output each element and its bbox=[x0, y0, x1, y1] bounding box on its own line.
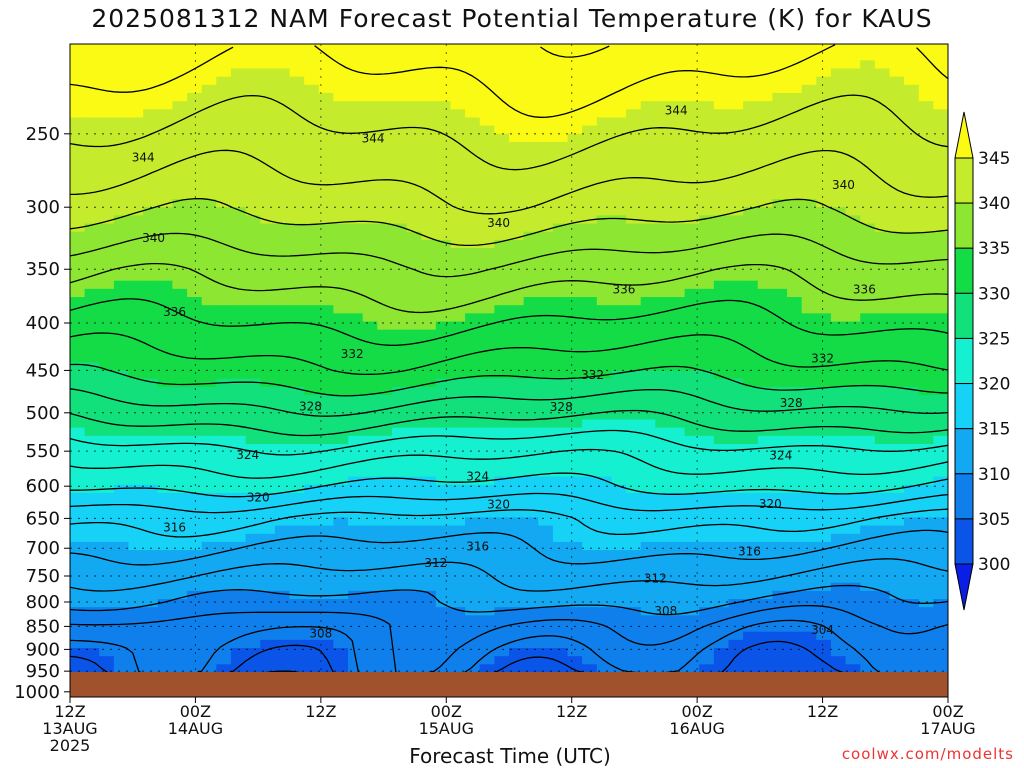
contour-label: 324 bbox=[236, 448, 259, 462]
y-tick-label: 1000 bbox=[14, 682, 60, 703]
y-tick-label: 450 bbox=[26, 360, 60, 381]
x-tick-label: 12Z bbox=[305, 702, 336, 721]
x-tick-label: 00Z bbox=[681, 702, 712, 721]
colorbar-top-triangle bbox=[954, 111, 974, 159]
potential-temperature-fill bbox=[70, 44, 948, 697]
contour-label: 312 bbox=[644, 572, 667, 586]
contour-label: 332 bbox=[581, 368, 604, 382]
y-tick-label: 400 bbox=[26, 313, 60, 334]
y-tick-label: 850 bbox=[26, 616, 60, 637]
ground-below-surface bbox=[70, 672, 948, 697]
y-tick-label: 250 bbox=[26, 124, 60, 145]
colorbar-box bbox=[954, 518, 974, 565]
contour-label: 344 bbox=[665, 104, 688, 118]
contour-labels: 344 344 344 340 340 340 336 336 336 332 332 332 328 3… bbox=[132, 104, 876, 641]
colorbar-box bbox=[954, 428, 974, 475]
colorbar-label: 320 bbox=[978, 375, 1010, 395]
contour-label: 336 bbox=[163, 305, 186, 319]
y-tick-label: 750 bbox=[26, 566, 60, 587]
y-tick-label: 600 bbox=[26, 476, 60, 497]
contour-label: 340 bbox=[487, 216, 510, 230]
colorbar-box bbox=[954, 247, 974, 294]
contour-label: 304 bbox=[811, 623, 834, 637]
y-tick-label: 300 bbox=[26, 197, 60, 218]
contour-label: 340 bbox=[142, 231, 165, 245]
contour-label: 332 bbox=[811, 352, 834, 366]
y-tick-label: 700 bbox=[26, 538, 60, 559]
contour-label: 316 bbox=[163, 521, 186, 535]
x-tick-label: 17AUG bbox=[920, 719, 975, 738]
x-tick-label: 00Z bbox=[431, 702, 462, 721]
colorbar-box bbox=[954, 337, 974, 385]
contour-label: 320 bbox=[247, 490, 270, 504]
x-tick-label: 13AUG bbox=[42, 719, 97, 738]
contour-label: 320 bbox=[759, 497, 782, 511]
contour-label: 320 bbox=[487, 498, 510, 512]
colorbar-label: 305 bbox=[978, 510, 1010, 530]
x-tick-label: 16AUG bbox=[669, 719, 724, 738]
colorbar-label: 335 bbox=[978, 239, 1010, 259]
grid-lines bbox=[70, 44, 948, 697]
y-tick-label: 900 bbox=[26, 639, 60, 660]
contour-label: 308 bbox=[309, 626, 332, 640]
contour-label: 328 bbox=[299, 399, 322, 413]
contour-label: 340 bbox=[832, 178, 855, 192]
x-tick-label: 12Z bbox=[556, 702, 587, 721]
y-tick-label: 950 bbox=[26, 661, 60, 682]
contour-label: 344 bbox=[132, 150, 155, 164]
colorbar-bottom-triangle bbox=[954, 563, 974, 611]
x-tick-label: 00Z bbox=[180, 702, 211, 721]
contour-label: 312 bbox=[424, 556, 447, 570]
x-tick-label: 12Z bbox=[54, 702, 85, 721]
x-tick-label: 2025 bbox=[50, 736, 91, 755]
y-tick-label: 350 bbox=[26, 259, 60, 280]
colorbar-box bbox=[954, 473, 974, 520]
x-tick-label: 00Z bbox=[932, 702, 963, 721]
contour-label: 328 bbox=[550, 400, 573, 414]
x-tick-label: 12Z bbox=[807, 702, 838, 721]
contour-label: 308 bbox=[654, 604, 677, 618]
contour-label: 336 bbox=[613, 282, 636, 296]
y-tick-label: 550 bbox=[26, 441, 60, 462]
x-tick-label: 14AUG bbox=[168, 719, 223, 738]
contour-label: 324 bbox=[769, 449, 792, 463]
colorbar-box bbox=[954, 383, 974, 430]
colorbar-box bbox=[954, 292, 974, 339]
contour-label: 328 bbox=[780, 396, 803, 410]
y-tick-label: 650 bbox=[26, 508, 60, 529]
contour-label: 336 bbox=[853, 282, 876, 296]
y-tick-label: 800 bbox=[26, 592, 60, 613]
contour-label: 324 bbox=[466, 470, 489, 484]
x-tick-label: 15AUG bbox=[419, 719, 474, 738]
contour-label: 316 bbox=[466, 540, 489, 554]
colorbar-box bbox=[954, 157, 974, 204]
colorbar-label: 300 bbox=[978, 555, 1010, 575]
colorbar-label: 315 bbox=[978, 420, 1010, 440]
contour-label: 316 bbox=[738, 545, 761, 559]
colorbar-label: 330 bbox=[978, 284, 1010, 304]
colorbar-label: 340 bbox=[978, 194, 1010, 214]
colorbar-label: 345 bbox=[978, 149, 1010, 169]
chart-title: 2025081312 NAM Forecast Potential Temper… bbox=[91, 4, 933, 33]
y-tick-label: 500 bbox=[26, 403, 60, 424]
colorbar-label: 325 bbox=[978, 329, 1010, 349]
contour-label: 344 bbox=[362, 132, 385, 146]
colorbar: 345 340 335 330 325 320 315 310 305 300 bbox=[954, 111, 1010, 611]
colorbar-box bbox=[954, 202, 974, 249]
y-axis: 2503003504004505005506006507007508008509… bbox=[14, 124, 70, 703]
colorbar-label: 310 bbox=[978, 465, 1010, 485]
credit-link[interactable]: coolwx.com/modelts bbox=[841, 745, 1014, 763]
x-axis-label: Forecast Time (UTC) bbox=[409, 744, 611, 768]
contour-label: 332 bbox=[341, 347, 364, 361]
